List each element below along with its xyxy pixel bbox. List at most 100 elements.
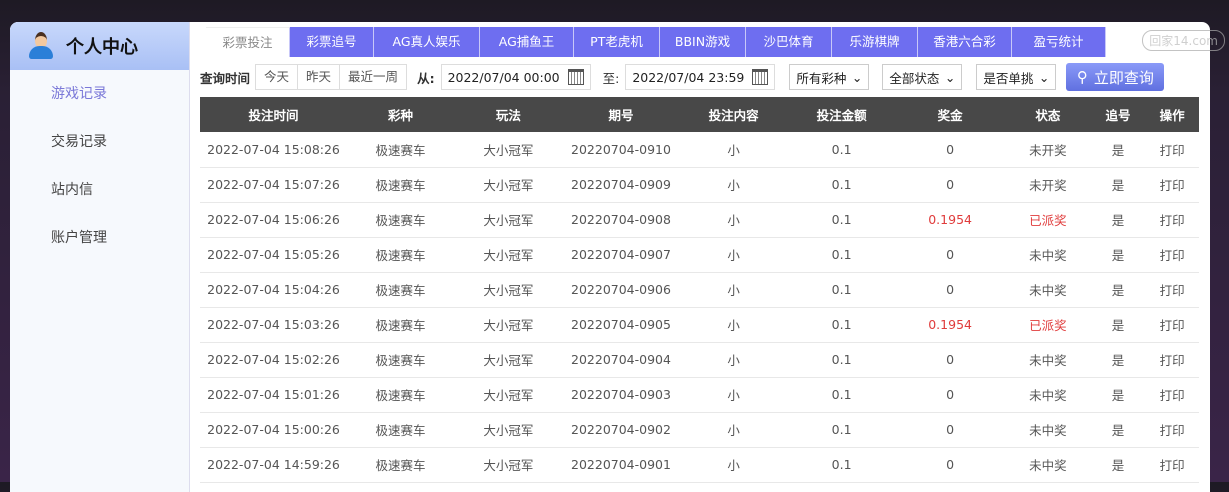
table-cell: 未中奖 — [1005, 237, 1091, 273]
lottery-select[interactable]: 所有彩种 ⌄ — [789, 64, 870, 90]
print-link[interactable]: 打印 — [1145, 412, 1199, 448]
table-cell: 极速赛车 — [347, 272, 454, 308]
table-cell: 0 — [895, 377, 1006, 413]
print-link[interactable]: 打印 — [1145, 132, 1199, 168]
table-cell: 0.1 — [788, 237, 896, 273]
table-cell: 20220704-0901 — [562, 447, 680, 483]
print-link[interactable]: 打印 — [1145, 377, 1199, 413]
table-cell: 20220704-0910 — [562, 132, 680, 168]
table-row: 2022-07-04 15:05:26 极速赛车 大小冠军 20220704-0907… — [200, 237, 1199, 273]
from-date-input[interactable]: 2022/07/04 00:00 — [440, 64, 591, 90]
to-date-value: 2022/07/04 23:59 — [632, 69, 745, 85]
table-cell: 是 — [1090, 132, 1146, 168]
single-select-value: 是否单挑 — [983, 70, 1034, 86]
table-cell: 0 — [895, 132, 1006, 168]
from-date-value: 2022/07/04 00:00 — [447, 69, 560, 85]
tab-7[interactable]: 乐游棋牌 — [832, 27, 918, 57]
table-cell: 大小冠军 — [453, 132, 563, 168]
calendar-icon[interactable] — [752, 69, 769, 85]
column-header: 玩法 — [453, 97, 563, 132]
table-cell: 大小冠军 — [453, 412, 563, 448]
sidebar-item-transactions[interactable]: 交易记录 — [51, 134, 107, 150]
table-cell: 未开奖 — [1005, 132, 1091, 168]
table-cell: 20220704-0907 — [562, 237, 680, 273]
table-row: 2022-07-04 15:01:26 极速赛车 大小冠军 20220704-0903… — [200, 377, 1199, 413]
table-cell: 2022-07-04 15:02:26 — [200, 342, 348, 378]
table-cell: 未开奖 — [1005, 167, 1091, 203]
sidebar-item-messages[interactable]: 站内信 — [51, 182, 93, 198]
table-cell: 大小冠军 — [453, 272, 563, 308]
tab-4[interactable]: PT老虎机 — [574, 27, 660, 57]
table-cell: 大小冠军 — [453, 307, 563, 343]
table-cell: 极速赛车 — [347, 342, 454, 378]
today-button[interactable]: 今天 — [255, 64, 299, 90]
table-cell: 20220704-0908 — [562, 202, 680, 238]
single-select[interactable]: 是否单挑 ⌄ — [976, 64, 1057, 90]
table-cell: 未中奖 — [1005, 342, 1091, 378]
table-cell: 小 — [679, 167, 789, 203]
sidebar-item-account[interactable]: 账户管理 — [51, 230, 107, 246]
print-link[interactable]: 打印 — [1145, 237, 1199, 273]
print-link[interactable]: 打印 — [1145, 447, 1199, 483]
print-link[interactable]: 打印 — [1145, 167, 1199, 203]
tab-0[interactable]: 彩票投注 — [206, 27, 290, 57]
table-cell: 极速赛车 — [347, 237, 454, 273]
table-row: 2022-07-04 14:59:26 极速赛车 大小冠军 20220704-0901… — [200, 447, 1199, 483]
query-time-label: 查询时间 — [200, 70, 251, 86]
table-cell: 大小冠军 — [453, 377, 563, 413]
search-button-label: 立即查询 — [1093, 68, 1154, 87]
column-header: 期号 — [562, 97, 680, 132]
sidebar-header: 个人中心 — [10, 22, 189, 70]
table-cell: 0.1 — [788, 307, 896, 343]
table-cell: 0.1 — [788, 447, 896, 483]
print-link[interactable]: 打印 — [1145, 342, 1199, 378]
tab-3[interactable]: AG捕鱼王 — [480, 27, 574, 57]
tab-6[interactable]: 沙巴体育 — [746, 27, 832, 57]
table-cell: 极速赛车 — [347, 167, 454, 203]
column-header: 投注内容 — [679, 97, 789, 132]
table-cell: 大小冠军 — [453, 447, 563, 483]
table-row: 2022-07-04 15:03:26 极速赛车 大小冠军 20220704-0905… — [200, 307, 1199, 343]
table-cell: 是 — [1090, 412, 1146, 448]
column-header: 投注金额 — [788, 97, 896, 132]
last-week-button[interactable]: 最近一周 — [339, 64, 408, 90]
tab-9[interactable]: 盈亏统计 — [1012, 27, 1106, 57]
table-cell: 是 — [1090, 307, 1146, 343]
table-cell: 20220704-0909 — [562, 167, 680, 203]
table-cell: 小 — [679, 272, 789, 308]
yesterday-button[interactable]: 昨天 — [297, 64, 341, 90]
table-cell: 2022-07-04 15:04:26 — [200, 272, 348, 308]
table-cell: 极速赛车 — [347, 307, 454, 343]
column-header: 状态 — [1005, 97, 1091, 132]
table-cell: 极速赛车 — [347, 447, 454, 483]
table-cell: 0.1954 — [895, 307, 1006, 343]
table-cell: 小 — [679, 202, 789, 238]
print-link[interactable]: 打印 — [1145, 272, 1199, 308]
print-link[interactable]: 打印 — [1145, 307, 1199, 343]
tab-2[interactable]: AG真人娱乐 — [374, 27, 480, 57]
table-cell: 0.1 — [788, 132, 896, 168]
to-date-input[interactable]: 2022/07/04 23:59 — [625, 64, 776, 90]
chevron-down-icon: ⌄ — [851, 69, 863, 85]
tab-1[interactable]: 彩票追号 — [290, 27, 374, 57]
calendar-icon[interactable] — [567, 69, 584, 85]
print-link[interactable]: 打印 — [1145, 202, 1199, 238]
watermark-logo: 回家14.com — [1142, 30, 1225, 51]
search-button[interactable]: ⚲ 立即查询 — [1066, 63, 1165, 91]
status-select-value: 全部状态 — [889, 70, 940, 86]
sidebar-item-game-records[interactable]: 游戏记录 — [51, 86, 107, 102]
table-cell: 小 — [679, 307, 789, 343]
tab-5[interactable]: BBIN游戏 — [660, 27, 746, 57]
table-cell: 大小冠军 — [453, 342, 563, 378]
table-row: 2022-07-04 15:08:26 极速赛车 大小冠军 20220704-0910… — [200, 132, 1199, 168]
table-cell: 20220704-0906 — [562, 272, 680, 308]
game-tabs: 彩票投注 彩票追号 AG真人娱乐 AG捕鱼王 PT老虎机 BBIN游戏 沙巴体育 乐游棋牌 香港… — [206, 27, 1106, 57]
table-cell: 0.1 — [788, 342, 896, 378]
column-header: 奖金 — [895, 97, 1006, 132]
status-select[interactable]: 全部状态 ⌄ — [882, 64, 963, 90]
table-cell: 2022-07-04 15:01:26 — [200, 377, 348, 413]
tab-8[interactable]: 香港六合彩 — [918, 27, 1012, 57]
table-row: 2022-07-04 15:04:26 极速赛车 大小冠军 20220704-0906… — [200, 272, 1199, 308]
table-cell: 2022-07-04 15:08:26 — [200, 132, 348, 168]
to-label: 至: — [602, 70, 620, 86]
